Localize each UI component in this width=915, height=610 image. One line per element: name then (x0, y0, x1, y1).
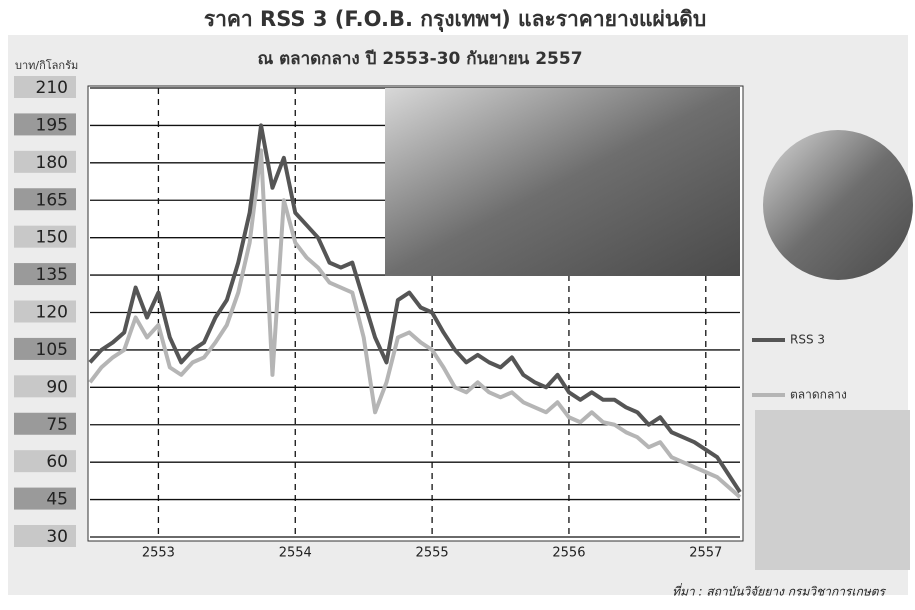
y-tick-label: 75 (46, 415, 68, 435)
source: ที่มา : สถาบันวิจัยยาง กรมวิชาการเกษตร (672, 583, 886, 599)
x-tick-label: 2556 (552, 546, 585, 561)
chart-title: ราคา RSS 3 (F.O.B. กรุงเทพฯ) และราคายางแ… (204, 7, 706, 33)
legend-label: ตลาดกลาง (790, 388, 847, 402)
y-tick-label: 150 (36, 228, 68, 248)
y-tick-box (14, 76, 76, 98)
x-tick-label: 2555 (416, 546, 449, 561)
series-line (88, 123, 742, 494)
y-tick-label: 165 (36, 190, 68, 210)
y-tick-box (14, 263, 76, 286)
y-tick-label: 30 (46, 527, 68, 547)
y-tick-box (14, 487, 76, 510)
y-tick-label: 210 (36, 78, 68, 98)
y-tick-label: 105 (36, 340, 68, 360)
y-tick-label: 45 (46, 490, 68, 510)
chart-subtitle: ณ ตลาดกลาง ปี 2553-30 กันยายน 2557 (257, 48, 582, 69)
y-tick-box (14, 188, 76, 211)
x-tick-label: 2553 (142, 546, 175, 561)
photo (763, 130, 913, 280)
y-tick-label: 60 (46, 452, 68, 472)
photo (755, 410, 910, 570)
y-tick-label: 135 (36, 265, 68, 285)
x-tick-label: 2554 (279, 546, 312, 561)
x-tick-label: 2557 (689, 546, 722, 561)
legend-label: RSS 3 (790, 333, 825, 347)
y-tick-box (14, 375, 76, 398)
y-tick-box (14, 113, 76, 136)
y-tick-box (14, 300, 76, 323)
y-axis-label: บาท/กิโลกรัม (15, 58, 78, 72)
photo (385, 88, 740, 276)
y-tick-box (14, 450, 76, 473)
y-tick-box (14, 150, 76, 173)
series-line (88, 148, 742, 499)
y-tick-box (14, 412, 76, 435)
y-tick-label: 90 (46, 377, 68, 397)
y-tick-box (14, 337, 76, 360)
y-tick-label: 195 (36, 115, 68, 135)
y-tick-label: 180 (36, 153, 68, 173)
y-tick-label: 120 (36, 303, 68, 323)
y-tick-box (14, 225, 76, 248)
y-tick-box (14, 525, 76, 547)
